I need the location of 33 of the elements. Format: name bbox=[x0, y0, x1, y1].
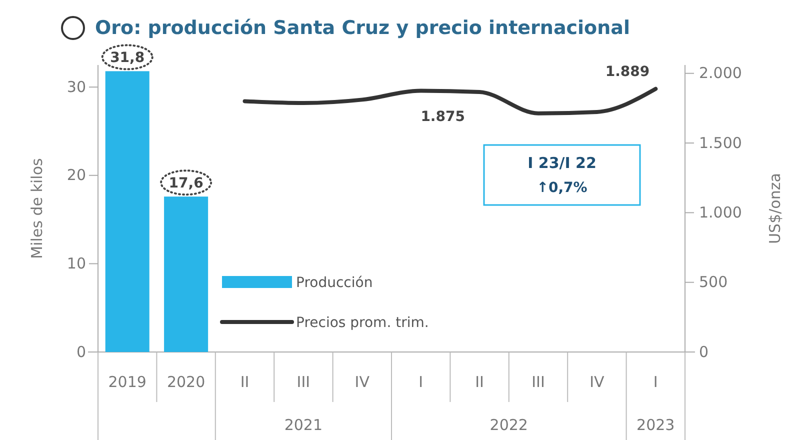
text: 2023 bbox=[636, 416, 675, 434]
y-axis-title: Miles de kilos bbox=[28, 158, 46, 259]
y2-tick-label: 500 bbox=[699, 273, 728, 292]
x-tick-label: I bbox=[653, 373, 658, 391]
text: 2021 bbox=[284, 416, 323, 434]
y2-tick-label: 2.000 bbox=[699, 64, 742, 82]
legend-label: Precios prom. trim. bbox=[296, 315, 429, 331]
data-label: 1.875 bbox=[420, 108, 465, 125]
x-tick-label: IV bbox=[590, 373, 606, 391]
x-tick-label: II bbox=[475, 373, 484, 391]
y2-tick-label: 0 bbox=[699, 342, 709, 361]
x-tick-label: 2020 bbox=[166, 373, 206, 391]
chart-title: Oro: producción Santa Cruz y precio internacional bbox=[95, 17, 630, 39]
text: 2022 bbox=[490, 416, 528, 434]
annotation: I 23/I 22 bbox=[528, 154, 596, 172]
data-label: 1.889 bbox=[605, 64, 650, 80]
x-tick-label: III bbox=[296, 373, 310, 391]
y-tick-label: 10 bbox=[66, 254, 86, 272]
y-tick-label: 20 bbox=[66, 166, 86, 184]
data-label: 31,8 bbox=[110, 50, 145, 66]
legend-label: Producción bbox=[296, 275, 373, 291]
y2-axis-title: US$/onza bbox=[766, 173, 784, 244]
x-tick-label: I bbox=[418, 373, 424, 391]
y2-tick-label: 1.000 bbox=[699, 203, 742, 222]
y-tick-label: 0 bbox=[76, 342, 86, 361]
data-label: 17,6 bbox=[168, 176, 204, 192]
x-tick-label: III bbox=[532, 373, 545, 391]
annotation: ↑0,7% bbox=[536, 180, 588, 196]
x-tick-label: II bbox=[240, 373, 250, 391]
x-tick-label: IV bbox=[354, 373, 370, 391]
y-tick-label: 30 bbox=[66, 78, 86, 96]
y2-tick-label: 1.500 bbox=[699, 134, 742, 152]
x-tick-label: 2019 bbox=[108, 373, 146, 391]
